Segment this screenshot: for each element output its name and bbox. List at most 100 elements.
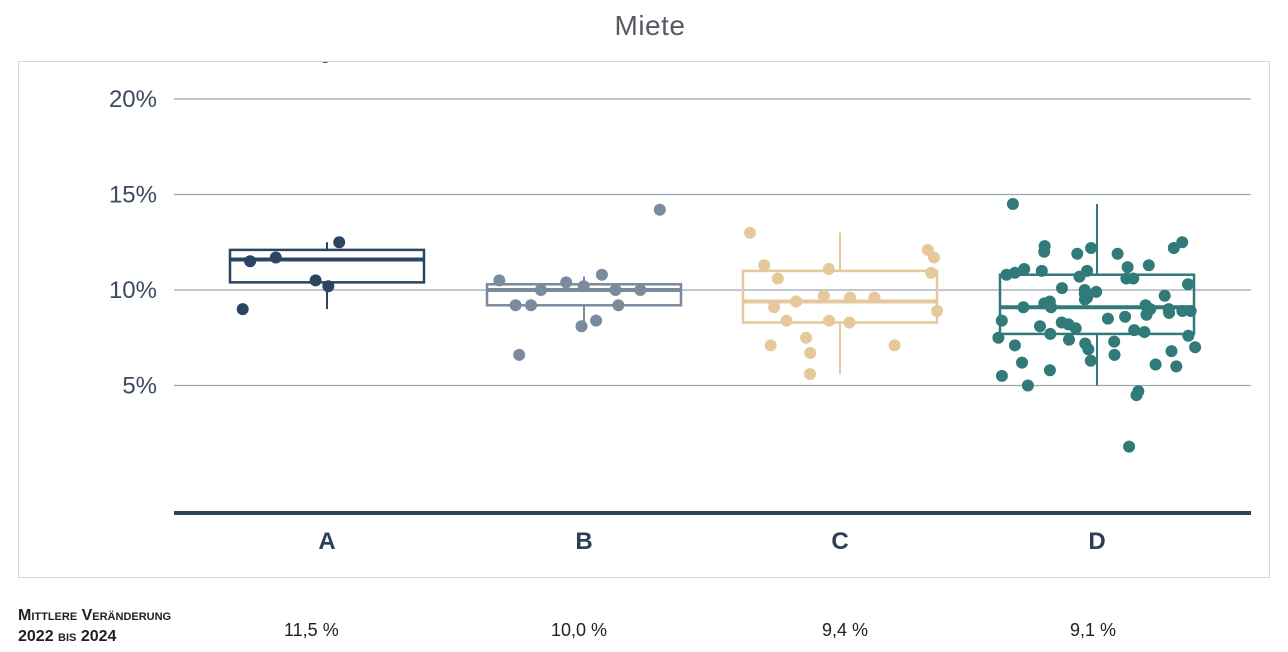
- data-point: [744, 226, 756, 239]
- data-point: [1073, 270, 1086, 283]
- data-point: [534, 284, 547, 296]
- data-point: [1128, 324, 1141, 337]
- footer-value-b: 10,0 %: [551, 620, 608, 640]
- data-point: [1082, 343, 1095, 356]
- data-point: [1119, 310, 1132, 323]
- data-point: [1167, 242, 1180, 254]
- data-point: [269, 251, 282, 264]
- data-point: [1008, 339, 1021, 352]
- data-point: [931, 305, 944, 317]
- data-point: [590, 314, 603, 327]
- data-point: [1085, 242, 1098, 254]
- data-point: [321, 62, 329, 63]
- chart-title: Miete: [614, 10, 686, 41]
- data-point: [1006, 198, 1019, 210]
- data-point: [1138, 326, 1151, 338]
- data-point: [823, 314, 836, 327]
- data-point: [771, 272, 784, 285]
- y-tick-label: 5%: [122, 373, 157, 400]
- box: [741, 269, 939, 324]
- data-point: [1163, 306, 1176, 319]
- data-point: [1123, 440, 1136, 453]
- x-tick-label: D: [1088, 528, 1105, 555]
- data-point: [1182, 329, 1195, 342]
- data-point: [1176, 236, 1189, 249]
- data-point: [1016, 356, 1028, 369]
- data-point: [612, 299, 625, 312]
- data-point: [1108, 335, 1121, 348]
- data-point: [995, 369, 1008, 382]
- data-point: [1189, 341, 1202, 354]
- chart-frame: 5% 10% 15% 20% A B C D: [18, 61, 1270, 578]
- y-tick-label: 15%: [109, 182, 157, 209]
- data-point: [1035, 264, 1048, 277]
- data-point: [928, 251, 940, 264]
- x-tick-label: C: [831, 528, 848, 555]
- data-point: [1090, 285, 1103, 298]
- data-point: [1056, 282, 1068, 295]
- data-point: [1158, 289, 1171, 302]
- data-point: [1063, 333, 1075, 346]
- footer-value-c: 9,4 %: [822, 620, 869, 640]
- y-tick-label: 10%: [109, 277, 157, 304]
- x-tick-label: A: [318, 528, 335, 555]
- footer-label-line1: Mittlere Veränderung: [18, 607, 172, 624]
- data-point: [1017, 301, 1030, 314]
- data-point: [1043, 364, 1056, 377]
- data-point: [1000, 268, 1013, 281]
- footer-value-d: 9,1 %: [1070, 620, 1117, 640]
- data-point: [1176, 305, 1189, 317]
- data-point: [1044, 327, 1057, 340]
- data-point: [1084, 354, 1097, 367]
- data-point: [1045, 301, 1058, 314]
- data-point: [577, 280, 590, 293]
- data-point: [1170, 360, 1183, 373]
- footer-value-a: 11,5 %: [284, 620, 339, 640]
- data-point: [868, 291, 881, 304]
- data-point: [1108, 348, 1121, 361]
- data-point: [1069, 322, 1082, 335]
- data-point: [609, 284, 622, 296]
- data-point: [888, 339, 901, 352]
- data-point: [1182, 278, 1194, 291]
- data-point: [513, 348, 526, 361]
- data-point: [525, 299, 537, 312]
- data-point: [333, 236, 346, 249]
- data-point: [1071, 247, 1084, 260]
- data-point: [925, 266, 938, 279]
- data-point: [1111, 247, 1124, 260]
- footer-label-line2: 2022 bis 2024: [18, 627, 117, 645]
- data-point: [595, 268, 608, 281]
- data-point: [509, 299, 522, 312]
- data-point: [1149, 358, 1162, 371]
- data-point: [236, 303, 249, 316]
- data-point: [1121, 261, 1134, 274]
- data-point: [653, 203, 666, 216]
- data-point: [1165, 345, 1178, 358]
- data-point: [1142, 259, 1155, 272]
- data-point: [1038, 245, 1051, 258]
- data-point: [995, 314, 1008, 327]
- box: [998, 273, 1196, 336]
- data-point: [1120, 272, 1133, 285]
- box: [228, 248, 426, 284]
- data-point: [822, 263, 835, 275]
- data-point: [1034, 320, 1046, 333]
- data-point: [575, 320, 588, 333]
- chart-plot: 5% 10% 15% 20% A B C D: [109, 62, 1251, 555]
- data-point: [1101, 312, 1114, 325]
- data-point: [804, 347, 817, 359]
- data-point: [1140, 308, 1153, 321]
- data-point: [817, 289, 830, 302]
- data-point: [780, 314, 793, 327]
- x-tick-label: B: [575, 528, 592, 555]
- data-point: [992, 331, 1005, 344]
- footer-label: Mittlere Veränderung 2022 bis 2024: [18, 606, 258, 648]
- data-point: [322, 280, 335, 293]
- data-point: [804, 368, 816, 380]
- data-point: [1021, 379, 1034, 392]
- data-point: [560, 276, 573, 289]
- data-point: [1130, 389, 1143, 402]
- y-tick-label: 20%: [109, 86, 157, 113]
- data-point: [309, 274, 322, 287]
